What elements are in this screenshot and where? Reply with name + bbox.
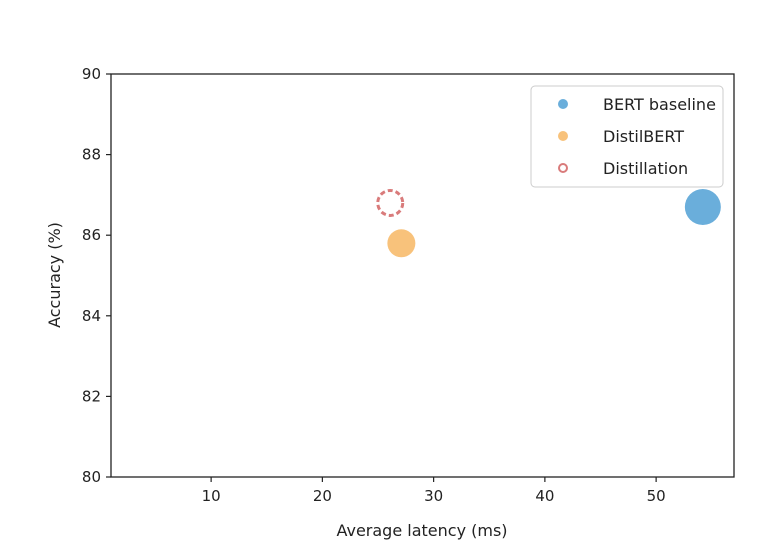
y-tick-label: 84 — [82, 307, 101, 325]
legend-marker-distillation — [558, 163, 568, 173]
legend-box — [530, 85, 724, 188]
y-tick-label: 90 — [82, 65, 101, 83]
y-tick-label: 86 — [82, 226, 101, 244]
x-tick-label: 20 — [313, 487, 332, 505]
data-point-bert-baseline — [684, 188, 721, 225]
y-tick-label: 82 — [82, 387, 101, 405]
data-point-distillation — [376, 188, 405, 217]
y-tick-label: 80 — [82, 468, 101, 486]
legend-label-distilbert: DistilBERT — [603, 127, 684, 146]
legend-label-bert-baseline: BERT baseline — [603, 95, 716, 114]
legend-marker-bert-baseline — [558, 99, 568, 109]
legend: BERT baseline DistilBERT Distillation — [530, 85, 724, 188]
x-tick-label: 30 — [424, 487, 443, 505]
legend-marker-distilbert — [558, 131, 568, 141]
x-tick-label: 40 — [535, 487, 554, 505]
legend-label-distillation: Distillation — [603, 159, 688, 178]
x-tick-label: 50 — [647, 487, 666, 505]
x-axis-label: Average latency (ms) — [336, 521, 507, 540]
x-tick-label: 10 — [202, 487, 221, 505]
data-points — [376, 188, 721, 258]
y-axis-ticks: 80 82 84 86 88 90 — [82, 65, 111, 486]
x-axis-ticks: 10 20 30 40 50 — [202, 477, 666, 505]
y-tick-label: 88 — [82, 146, 101, 164]
data-point-distilbert — [387, 229, 416, 258]
plot-frame — [110, 73, 735, 478]
y-axis-label: Accuracy (%) — [45, 222, 64, 328]
